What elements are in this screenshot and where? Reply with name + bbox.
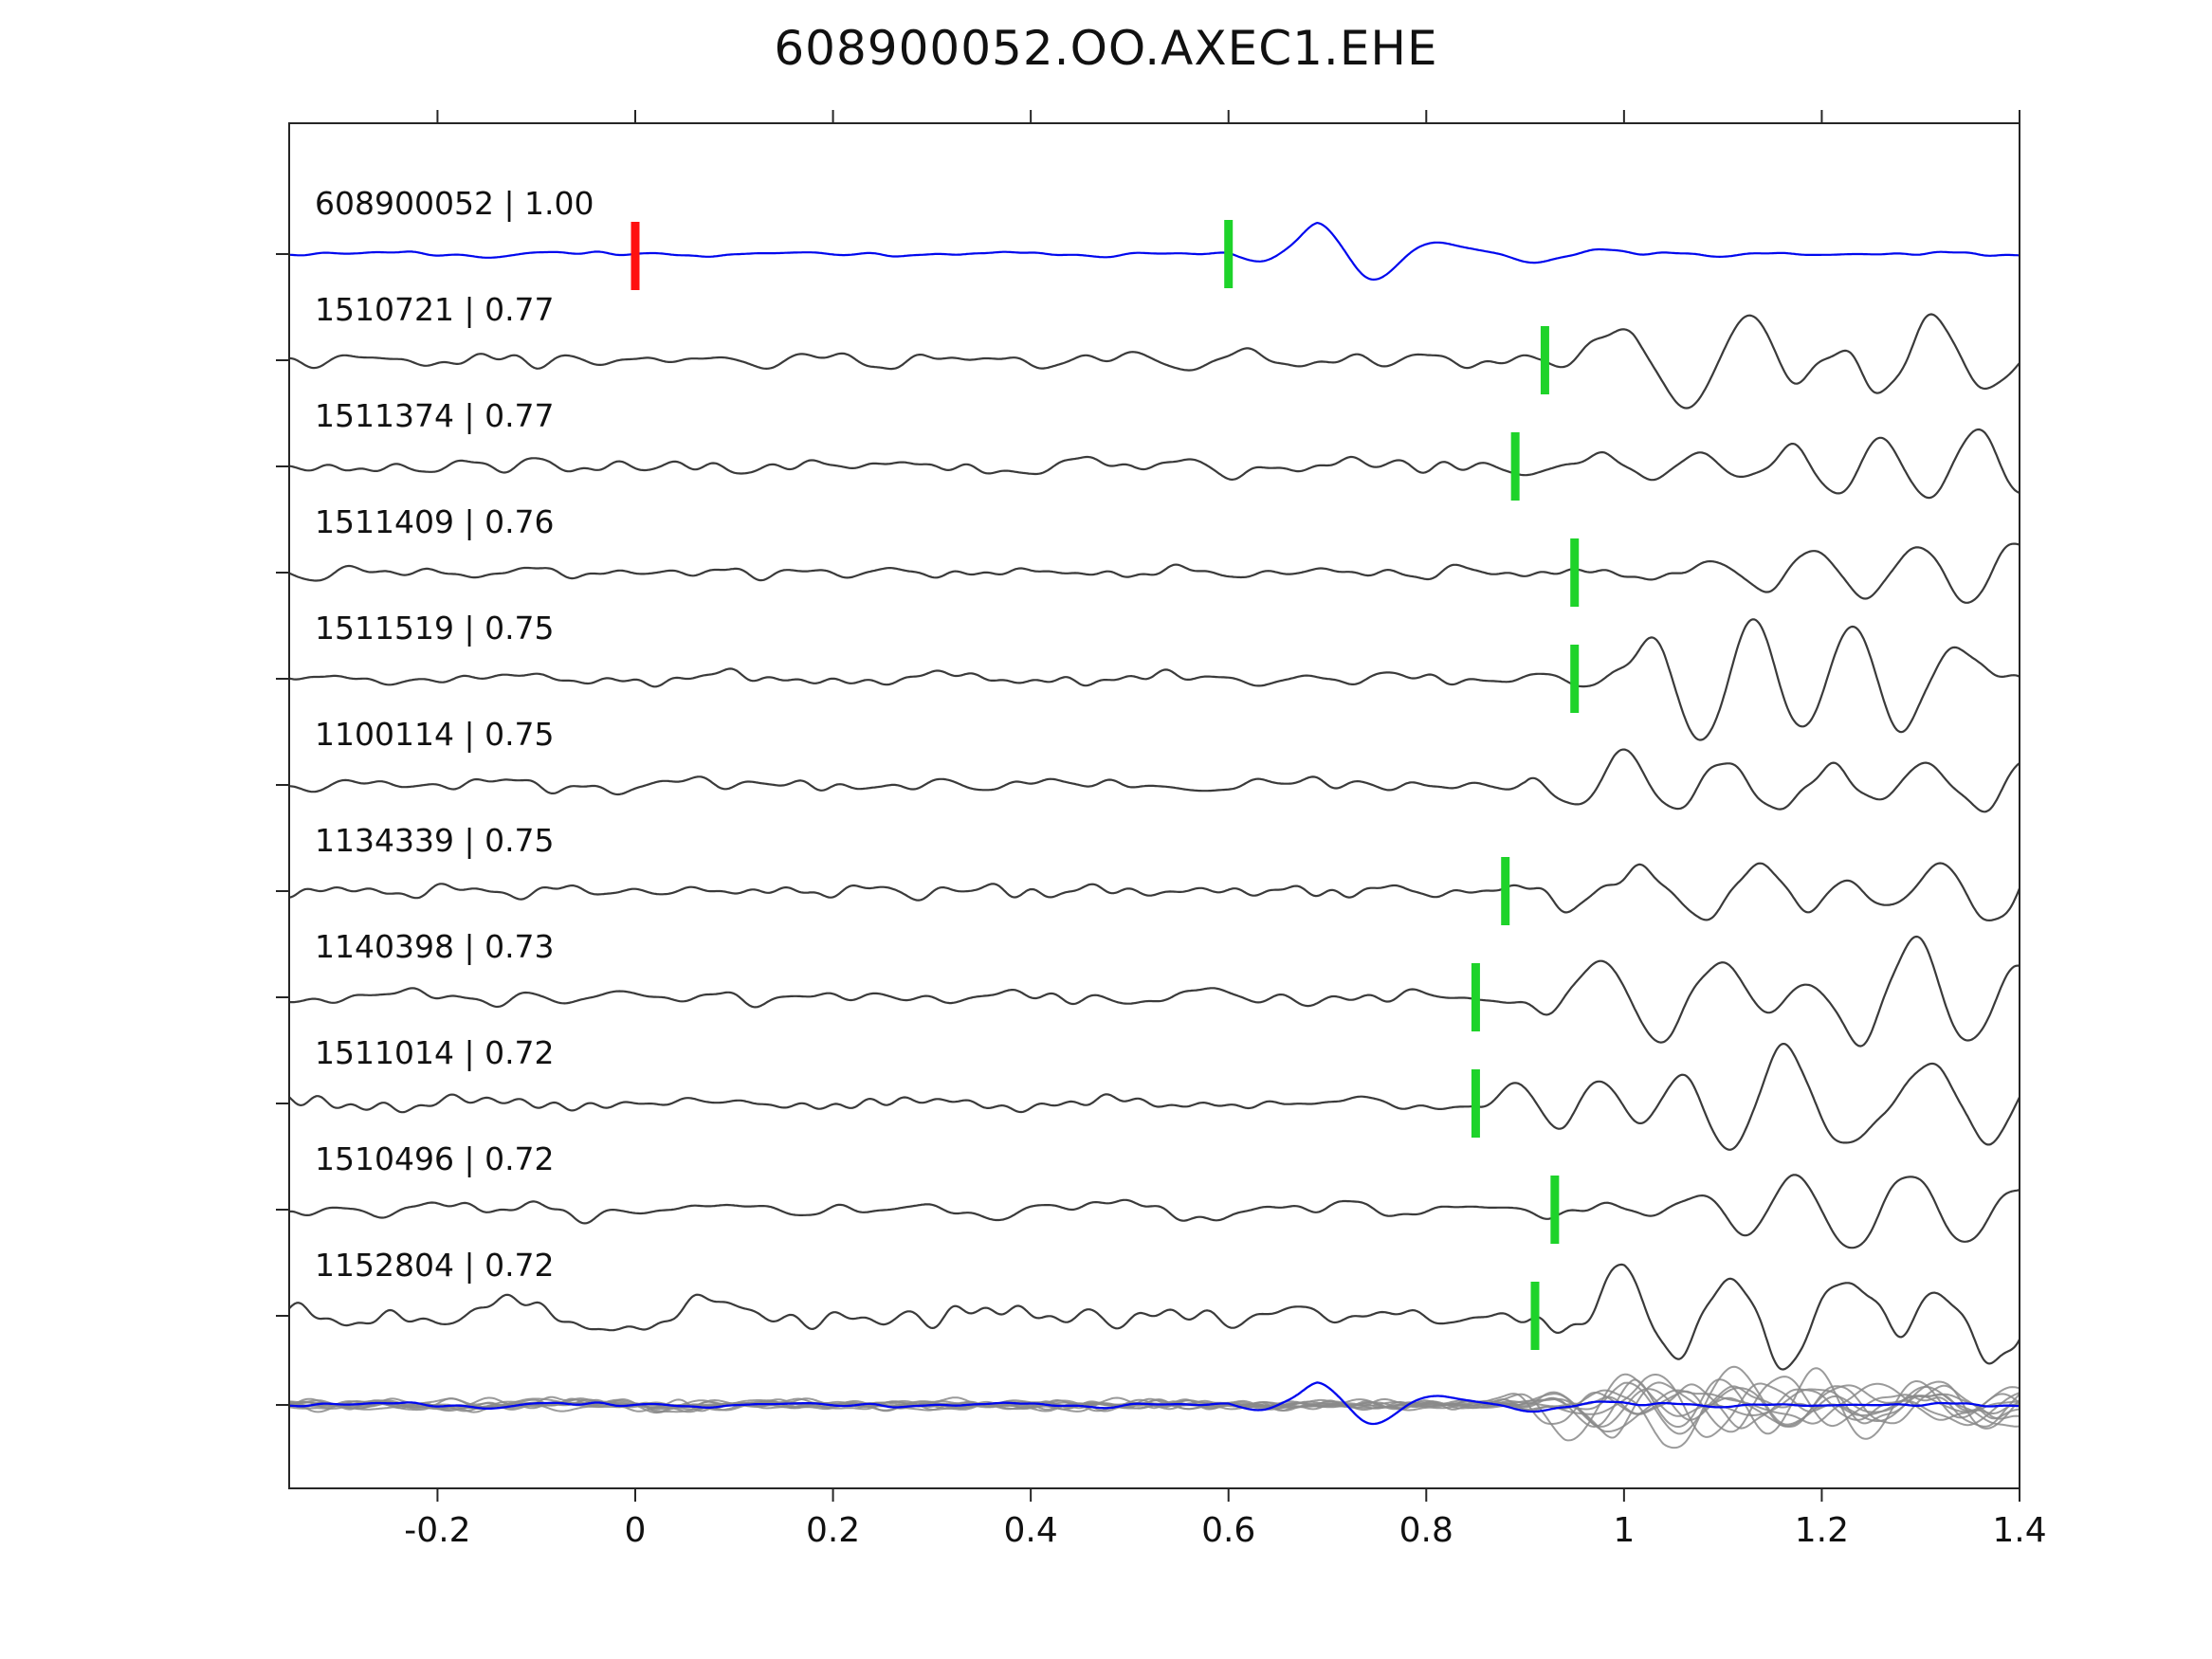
x-tick-label: 0: [625, 1511, 647, 1550]
plot-frame: [288, 122, 2020, 1489]
trace-label-1511374: 1511374 | 0.77: [315, 397, 555, 434]
pick-marker-1510496: [1550, 1176, 1560, 1244]
trace-path-1511014: [289, 1043, 2020, 1151]
trace-label-1511519: 1511519 | 0.75: [315, 610, 555, 647]
trace-path-1510496: [289, 1174, 2020, 1249]
pick-marker-1134339: [1501, 857, 1510, 925]
pick-marker-1511014: [1471, 1069, 1480, 1138]
pick-marker-1511409: [1570, 538, 1580, 607]
trace-path-1511374: [289, 428, 2020, 500]
figure-title: 608900052.OO.AXEC1.EHE: [774, 21, 1438, 76]
pick-marker-1511519: [1570, 645, 1580, 713]
x-tick-label: 0.6: [1201, 1511, 1255, 1550]
overlay-template-path: [289, 1381, 2020, 1426]
traces-group: [289, 220, 2020, 1449]
trace-label-608900052: 608900052 | 1.00: [315, 185, 594, 222]
trace-path-1511519: [289, 618, 2020, 741]
trace-label-1100114: 1100114 | 0.75: [315, 716, 555, 753]
overlay-trace-path: [289, 1373, 2020, 1442]
trace-label-1134339: 1134339 | 0.75: [315, 822, 555, 859]
template-pick-marker: [631, 222, 640, 290]
x-tick-label: -0.2: [404, 1511, 470, 1550]
trace-path-608900052: [289, 222, 2020, 281]
x-tick-label: 1.4: [1992, 1511, 2046, 1550]
trace-path-1134339: [289, 862, 2020, 921]
x-tick-label: 1: [1613, 1511, 1635, 1550]
x-tick-label: 0.2: [806, 1511, 860, 1550]
x-tick-label: 1.2: [1795, 1511, 1849, 1550]
trace-path-1510721: [289, 313, 2020, 410]
pick-marker-1511374: [1510, 432, 1520, 501]
trace-label-1510496: 1510496 | 0.72: [315, 1140, 555, 1177]
trace-label-1510721: 1510721 | 0.77: [315, 291, 555, 328]
pick-marker-608900052: [1224, 220, 1234, 288]
pick-marker-1140398: [1471, 963, 1480, 1031]
trace-label-1140398: 1140398 | 0.73: [315, 928, 555, 965]
pick-marker-1510721: [1540, 326, 1549, 394]
x-tick-label: 0.8: [1399, 1511, 1453, 1550]
trace-label-1152804: 1152804 | 0.72: [315, 1247, 555, 1284]
trace-path-1152804: [289, 1263, 2020, 1371]
trace-path-1511409: [289, 542, 2020, 604]
pick-marker-1152804: [1530, 1282, 1540, 1350]
x-tick-label: 0.4: [1004, 1511, 1058, 1550]
trace-label-1511409: 1511409 | 0.76: [315, 503, 555, 540]
trace-label-1511014: 1511014 | 0.72: [315, 1034, 555, 1071]
trace-path-1100114: [289, 748, 2020, 813]
trace-path-1140398: [289, 935, 2020, 1048]
